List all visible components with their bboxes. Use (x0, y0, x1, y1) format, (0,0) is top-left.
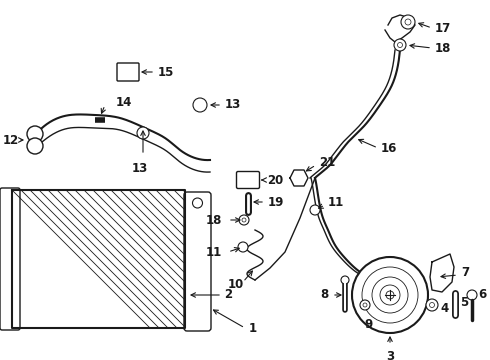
Text: 13: 13 (225, 99, 241, 112)
Text: 11: 11 (206, 246, 222, 258)
Circle shape (467, 290, 477, 300)
Circle shape (193, 198, 202, 208)
Text: 12: 12 (3, 134, 19, 147)
Text: 15: 15 (158, 66, 174, 78)
Text: 16: 16 (381, 141, 397, 154)
Circle shape (238, 242, 248, 252)
Text: 9: 9 (364, 318, 372, 331)
Text: 21: 21 (319, 156, 335, 168)
Text: 10: 10 (228, 279, 244, 292)
Text: 20: 20 (267, 174, 283, 186)
Text: 18: 18 (206, 213, 222, 226)
Text: 2: 2 (224, 288, 232, 302)
Circle shape (401, 15, 415, 29)
Circle shape (137, 127, 149, 139)
Text: 7: 7 (461, 266, 469, 279)
Text: 1: 1 (249, 321, 257, 334)
Text: 4: 4 (440, 302, 448, 315)
Text: 17: 17 (435, 22, 451, 35)
Circle shape (310, 205, 320, 215)
Circle shape (27, 138, 43, 154)
Circle shape (341, 276, 349, 284)
Circle shape (394, 39, 406, 51)
Text: 19: 19 (268, 195, 284, 208)
Text: 5: 5 (460, 296, 468, 309)
Circle shape (426, 299, 438, 311)
Polygon shape (430, 254, 454, 292)
FancyBboxPatch shape (184, 192, 211, 331)
Circle shape (27, 126, 43, 142)
FancyBboxPatch shape (117, 63, 139, 81)
Text: 3: 3 (386, 350, 394, 360)
Circle shape (360, 300, 370, 310)
Circle shape (352, 257, 428, 333)
Text: 14: 14 (116, 95, 132, 108)
FancyBboxPatch shape (0, 188, 20, 330)
FancyBboxPatch shape (237, 171, 260, 189)
Circle shape (239, 215, 249, 225)
Text: 6: 6 (478, 288, 486, 302)
Text: 11: 11 (328, 197, 344, 210)
Circle shape (193, 98, 207, 112)
Text: 13: 13 (132, 162, 148, 175)
Text: 18: 18 (435, 41, 451, 54)
Text: 8: 8 (320, 288, 328, 302)
